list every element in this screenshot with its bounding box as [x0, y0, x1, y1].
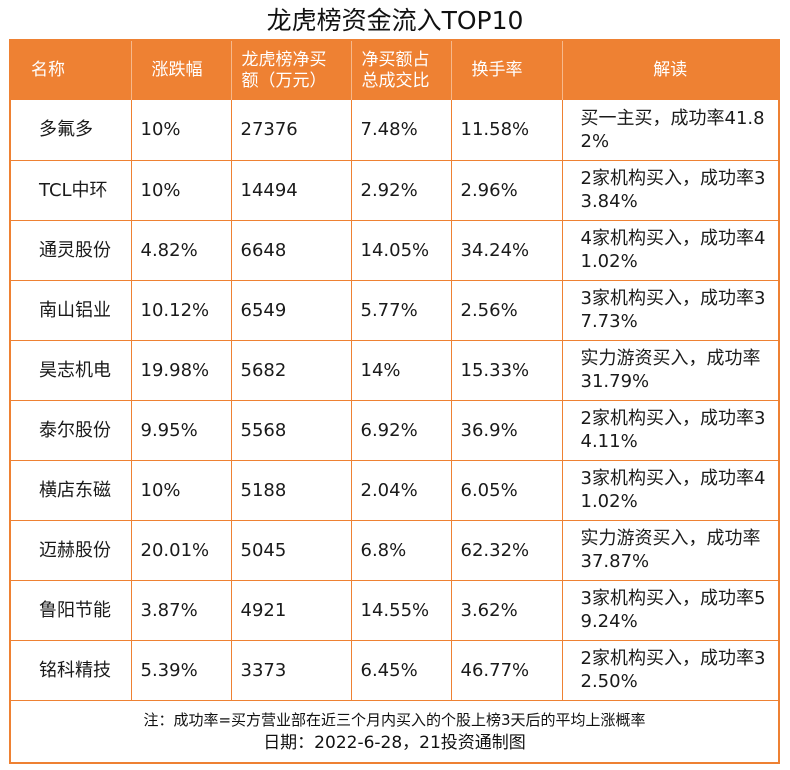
column-header-turnover: 换手率	[451, 41, 563, 100]
data-table-frame: 名称 涨跌幅 龙虎榜净买 额（万元） 净买额占 总成交比 换手率 解读 多氟多 10%…	[9, 39, 780, 764]
cell-ratio: 14.05%	[351, 220, 452, 281]
cell-change: 4.82%	[131, 220, 232, 281]
cell-change: 5.39%	[131, 640, 232, 701]
cell-comment: 实力游资买入，成功率31.79%	[562, 340, 778, 401]
cell-name: 昊志机电	[11, 340, 132, 401]
cell-comment: 2家机构买入，成功率32.50%	[562, 640, 778, 701]
data-table: 名称 涨跌幅 龙虎榜净买 额（万元） 净买额占 总成交比 换手率 解读 多氟多 10%…	[11, 41, 778, 701]
cell-net-buy: 5682	[231, 340, 352, 401]
table-row: 泰尔股份 9.95% 5568 6.92% 36.9% 2家机构买入，成功率34.11%	[11, 400, 778, 461]
table-row: 通灵股份 4.82% 6648 14.05% 34.24% 4家机构买入，成功率41.02…	[11, 220, 778, 281]
cell-name: 南山铝业	[11, 280, 132, 341]
cell-ratio: 7.48%	[351, 100, 452, 161]
cell-ratio: 6.45%	[351, 640, 452, 701]
table-row: 铭科精技 5.39% 3373 6.45% 46.77% 2家机构买入，成功率32.50%	[11, 640, 778, 701]
cell-net-buy: 6648	[231, 220, 352, 281]
cell-change: 20.01%	[131, 520, 232, 581]
date-credit: 日期：2022-6-28，21投资通制图	[263, 733, 526, 753]
cell-name: 铭科精技	[11, 640, 132, 701]
cell-ratio: 2.92%	[351, 160, 452, 221]
table-footer: 注：成功率=买方营业部在近三个月内买入的个股上榜3天后的平均上涨概率 日期：20…	[11, 702, 778, 762]
cell-net-buy: 6549	[231, 280, 352, 341]
table-row: 南山铝业 10.12% 6549 5.77% 2.56% 3家机构买入，成功率37.73%	[11, 280, 778, 341]
cell-ratio: 5.77%	[351, 280, 452, 341]
table-row: 迈赫股份 20.01% 5045 6.8% 62.32% 实力游资买入，成功率37.87%	[11, 520, 778, 581]
table-row: 昊志机电 19.98% 5682 14% 15.33% 实力游资买入，成功率31.79%	[11, 340, 778, 401]
cell-net-buy: 27376	[231, 100, 352, 161]
cell-ratio: 6.8%	[351, 520, 452, 581]
cell-turnover: 34.24%	[451, 220, 563, 281]
cell-change: 10%	[131, 460, 232, 521]
column-header-net-buy-line1: 龙虎榜净买	[241, 49, 327, 70]
cell-change: 19.98%	[131, 340, 232, 401]
table-header-row: 名称 涨跌幅 龙虎榜净买 额（万元） 净买额占 总成交比 换手率 解读	[11, 41, 778, 100]
cell-turnover: 36.9%	[451, 400, 563, 461]
cell-name: 迈赫股份	[11, 520, 132, 581]
table-row: 多氟多 10% 27376 7.48% 11.58% 买一主买，成功率41.82%	[11, 100, 778, 161]
cell-name: TCL中环	[11, 160, 132, 221]
cell-comment: 买一主买，成功率41.82%	[562, 100, 778, 161]
cell-name: 鲁阳节能	[11, 580, 132, 641]
cell-ratio: 14.55%	[351, 580, 452, 641]
cell-comment: 3家机构买入，成功率41.02%	[562, 460, 778, 521]
cell-ratio: 6.92%	[351, 400, 452, 461]
cell-net-buy: 5045	[231, 520, 352, 581]
cell-comment: 3家机构买入，成功率37.73%	[562, 280, 778, 341]
cell-net-buy: 5188	[231, 460, 352, 521]
cell-name: 多氟多	[11, 100, 132, 161]
cell-name: 泰尔股份	[11, 400, 132, 461]
cell-turnover: 2.56%	[451, 280, 563, 341]
cell-change: 3.87%	[131, 580, 232, 641]
cell-turnover: 6.05%	[451, 460, 563, 521]
column-header-ratio-line1: 净买额占	[361, 49, 430, 70]
column-header-net-buy: 龙虎榜净买 额（万元）	[231, 41, 352, 100]
cell-turnover: 3.62%	[451, 580, 563, 641]
cell-name: 通灵股份	[11, 220, 132, 281]
cell-name: 横店东磁	[11, 460, 132, 521]
table-row: 横店东磁 10% 5188 2.04% 6.05% 3家机构买入，成功率41.02%	[11, 460, 778, 521]
footnote: 注：成功率=买方营业部在近三个月内买入的个股上榜3天后的平均上涨概率	[143, 711, 646, 729]
cell-net-buy: 5568	[231, 400, 352, 461]
cell-comment: 实力游资买入，成功率37.87%	[562, 520, 778, 581]
column-header-name: 名称	[11, 41, 132, 100]
column-header-ratio-line2: 总成交比	[361, 70, 430, 91]
cell-change: 10%	[131, 160, 232, 221]
cell-turnover: 62.32%	[451, 520, 563, 581]
cell-ratio: 14%	[351, 340, 452, 401]
column-header-comment: 解读	[653, 60, 688, 80]
cell-turnover: 15.33%	[451, 340, 563, 401]
cell-turnover: 46.77%	[451, 640, 563, 701]
cell-net-buy: 4921	[231, 580, 352, 641]
cell-comment: 4家机构买入，成功率41.02%	[562, 220, 778, 281]
column-header-ratio: 净买额占 总成交比	[351, 41, 452, 100]
cell-turnover: 11.58%	[451, 100, 563, 161]
table-row: 鲁阳节能 3.87% 4921 14.55% 3.62% 3家机构买入，成功率59.24%	[11, 580, 778, 641]
cell-change: 10%	[131, 100, 232, 161]
cell-change: 10.12%	[131, 280, 232, 341]
page-title: 龙虎榜资金流入TOP10	[266, 6, 524, 35]
cell-comment: 2家机构买入，成功率34.11%	[562, 400, 778, 461]
table-row: TCL中环 10% 14494 2.92% 2.96% 2家机构买入，成功率33.84%	[11, 160, 778, 221]
cell-ratio: 2.04%	[351, 460, 452, 521]
cell-net-buy: 3373	[231, 640, 352, 701]
cell-comment: 2家机构买入，成功率33.84%	[562, 160, 778, 221]
cell-net-buy: 14494	[231, 160, 352, 221]
cell-turnover: 2.96%	[451, 160, 563, 221]
column-header-change: 涨跌幅	[131, 41, 232, 100]
cell-change: 9.95%	[131, 400, 232, 461]
column-header-net-buy-line2: 额（万元）	[241, 70, 327, 91]
cell-comment: 3家机构买入，成功率59.24%	[562, 580, 778, 641]
